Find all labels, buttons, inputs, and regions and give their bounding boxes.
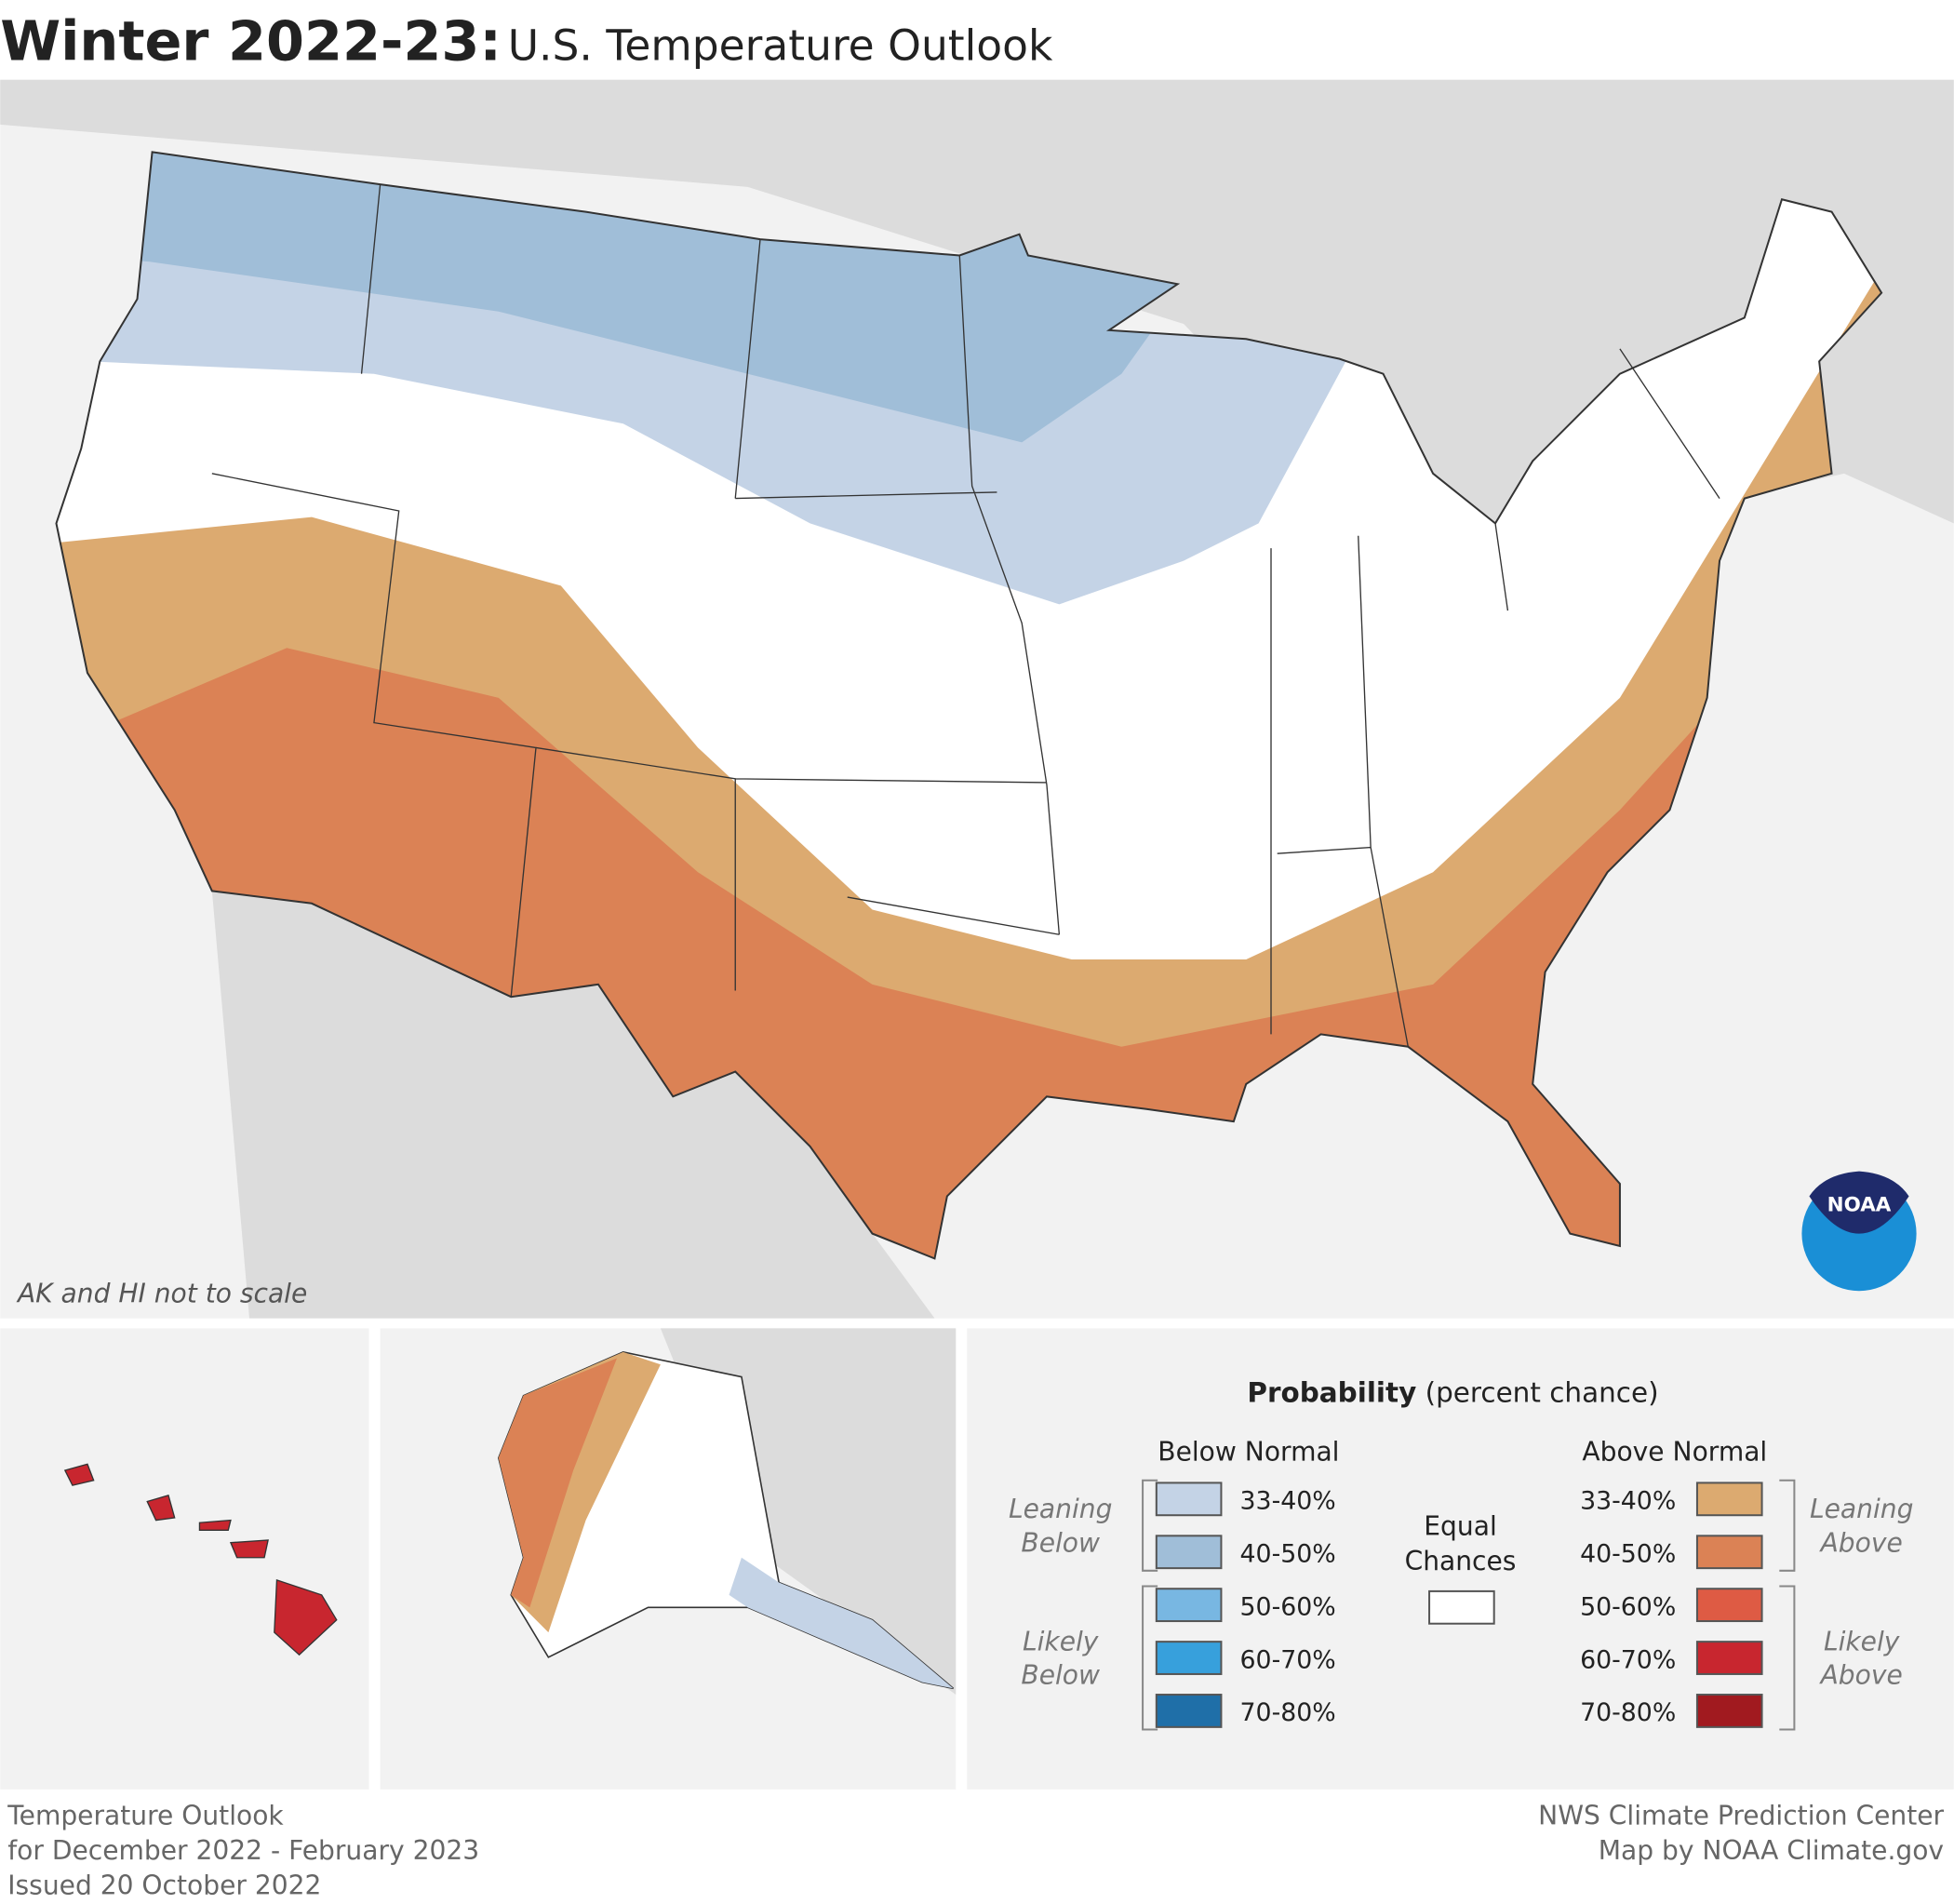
footer-left: for December 2022 - February 2023 bbox=[7, 1835, 479, 1866]
legend-label: 33-40% bbox=[1580, 1487, 1676, 1516]
legend-group-label: Below bbox=[1021, 1660, 1101, 1691]
footer: Temperature Outlook for December 2022 - F… bbox=[7, 1800, 1944, 1900]
legend-label: 70-80% bbox=[1240, 1698, 1336, 1727]
legend-bracket bbox=[1779, 1585, 1796, 1731]
legend-label: 50-60% bbox=[1240, 1592, 1336, 1621]
noaa-logo-text: NOAA bbox=[1827, 1194, 1892, 1217]
canada bbox=[0, 79, 1954, 586]
legend-group-label: Leaning bbox=[1810, 1494, 1913, 1524]
legend-swatch bbox=[1155, 1535, 1223, 1570]
legend-label: 50-60% bbox=[1580, 1592, 1676, 1621]
legend-bracket bbox=[1142, 1585, 1158, 1731]
equal-swatch bbox=[1428, 1589, 1495, 1625]
legend-swatch bbox=[1695, 1588, 1763, 1623]
legend-swatch bbox=[1695, 1641, 1763, 1675]
title-sub: U.S. Temperature Outlook bbox=[508, 20, 1053, 70]
legend-group-label: Leaning bbox=[1009, 1494, 1112, 1524]
legend-title-note: (percent chance) bbox=[1425, 1376, 1659, 1408]
legend-swatch bbox=[1155, 1482, 1223, 1517]
mexico bbox=[211, 891, 935, 1319]
footer-right: Map by NOAA Climate.gov bbox=[1599, 1835, 1944, 1866]
scale-note: AK and HI not to scale bbox=[16, 1278, 307, 1308]
legend-swatch bbox=[1695, 1482, 1763, 1517]
legend-label: 70-80% bbox=[1580, 1698, 1676, 1727]
legend-title-main: Probability bbox=[1247, 1376, 1416, 1408]
title-main: Winter 2022-23: bbox=[0, 8, 502, 73]
footer-left: Issued 20 October 2022 bbox=[7, 1870, 321, 1900]
legend-group-label: Above bbox=[1819, 1660, 1903, 1691]
legend-bracket bbox=[1779, 1479, 1796, 1572]
legend-label: 60-70% bbox=[1580, 1645, 1676, 1674]
legend-swatch bbox=[1155, 1641, 1223, 1675]
footer-right: NWS Climate Prediction Center bbox=[1538, 1800, 1944, 1830]
legend-group-label: Below bbox=[1021, 1527, 1101, 1558]
legend-swatch bbox=[1695, 1535, 1763, 1570]
equal-label: Equal bbox=[1424, 1511, 1496, 1542]
below-heading: Below Normal bbox=[1158, 1436, 1339, 1467]
legend-panel bbox=[967, 1328, 1954, 1790]
legend-group-label: Likely bbox=[1023, 1627, 1099, 1657]
hawaii-panel bbox=[0, 1328, 369, 1790]
legend: Probability (percent chance) Below Norma… bbox=[1009, 1376, 1913, 1731]
hawaii bbox=[63, 1463, 338, 1656]
title: Winter 2022-23: U.S. Temperature Outlook bbox=[0, 8, 1053, 73]
above-heading: Above Normal bbox=[1582, 1436, 1767, 1467]
noaa-logo-bird bbox=[1809, 1171, 1909, 1234]
alaska-above-40 bbox=[498, 1358, 618, 1608]
alaska-leaning-below bbox=[729, 1557, 954, 1689]
legend-swatch bbox=[1695, 1694, 1763, 1728]
legend-group-label: Above bbox=[1819, 1527, 1903, 1558]
state-lines bbox=[211, 184, 1720, 1047]
legend-group-label: Likely bbox=[1824, 1627, 1900, 1657]
equal-label: Chances bbox=[1405, 1546, 1517, 1576]
legend-label: 33-40% bbox=[1240, 1487, 1336, 1516]
legend-label: 60-70% bbox=[1240, 1645, 1336, 1674]
legend-label: 40-50% bbox=[1240, 1539, 1336, 1568]
legend-swatch bbox=[1155, 1694, 1223, 1728]
footer-left: Temperature Outlook bbox=[7, 1800, 284, 1830]
legend-title: Probability (percent chance) bbox=[1247, 1376, 1658, 1408]
legend-swatch bbox=[1155, 1588, 1223, 1623]
legend-label: 40-50% bbox=[1580, 1539, 1676, 1568]
legend-bracket bbox=[1142, 1479, 1158, 1572]
